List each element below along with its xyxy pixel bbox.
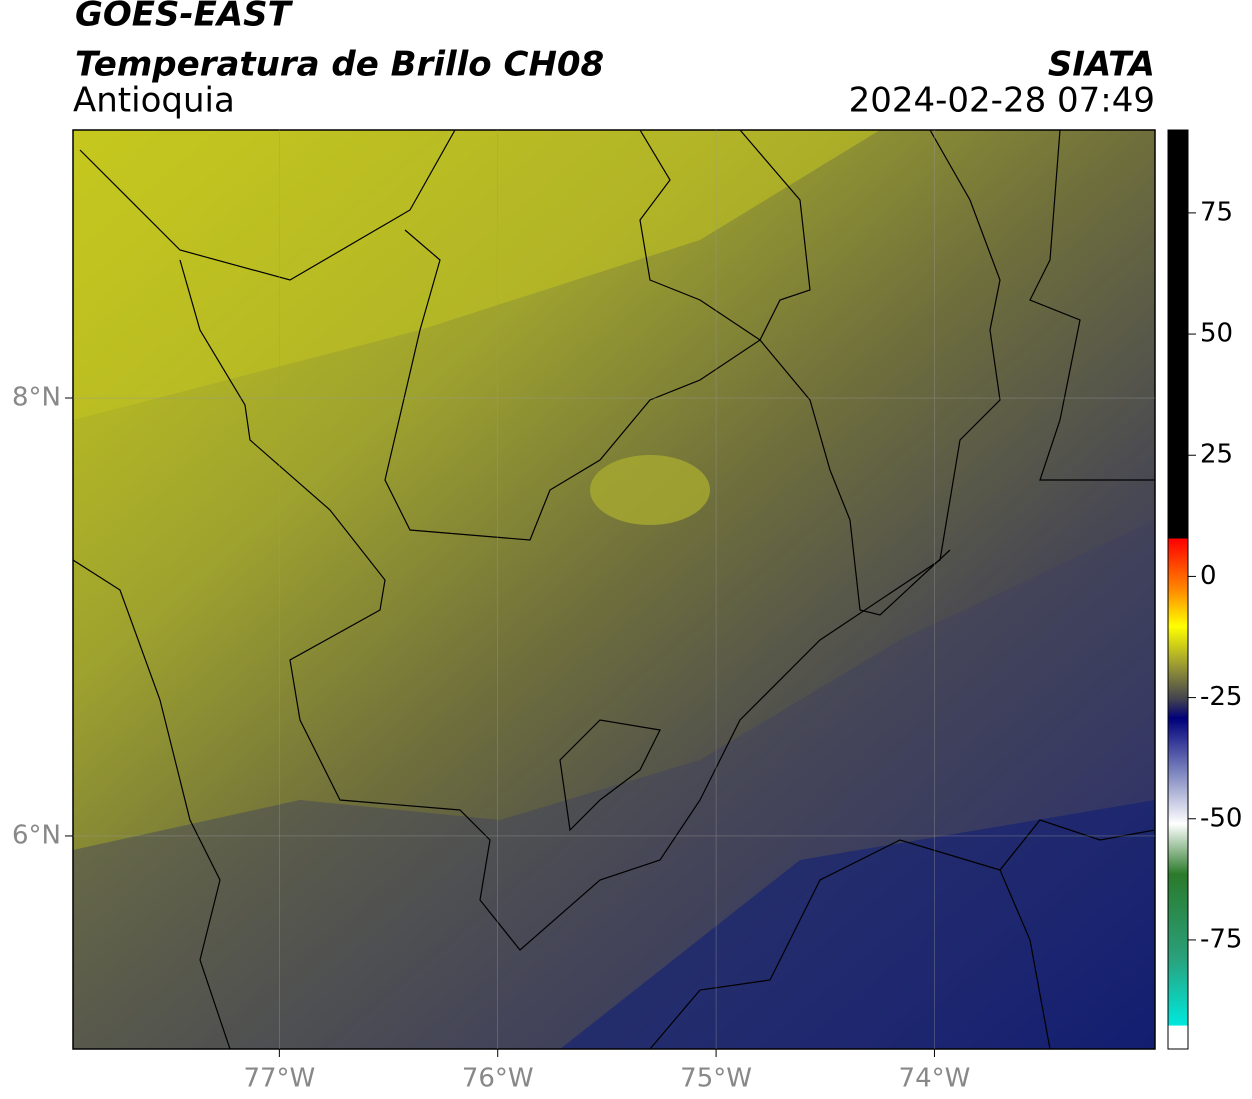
lat-tick-label: 6°N bbox=[12, 820, 61, 850]
colorbar-tick-label: -50 bbox=[1200, 803, 1242, 833]
colorbar-tick-label: -75 bbox=[1200, 924, 1242, 954]
source: SIATA bbox=[1048, 45, 1155, 85]
subtitle: Temperatura de Brillo CH08 bbox=[75, 45, 604, 85]
colorbar-tick-label: 25 bbox=[1200, 440, 1233, 470]
title: GOES-EAST bbox=[75, 0, 294, 35]
lat-tick-label: 8°N bbox=[12, 383, 61, 413]
colorbar-tick-label: 50 bbox=[1200, 319, 1233, 349]
colorbar-tick-label: 75 bbox=[1200, 197, 1233, 227]
lon-tick-label: 76°W bbox=[462, 1064, 534, 1094]
colorbar bbox=[1167, 129, 1189, 1050]
map-frame bbox=[72, 129, 1156, 1050]
timestamp: 2024-02-28 07:49 bbox=[849, 81, 1155, 121]
lon-tick-label: 75°W bbox=[680, 1064, 752, 1094]
lon-tick-label: 77°W bbox=[243, 1064, 315, 1094]
region: Antioquia bbox=[73, 81, 235, 121]
map-field bbox=[73, 130, 1155, 1049]
colorbar-tick-label: -25 bbox=[1200, 682, 1242, 712]
lon-tick-label: 74°W bbox=[899, 1064, 971, 1094]
colorbar-tick-label: 0 bbox=[1200, 561, 1217, 591]
